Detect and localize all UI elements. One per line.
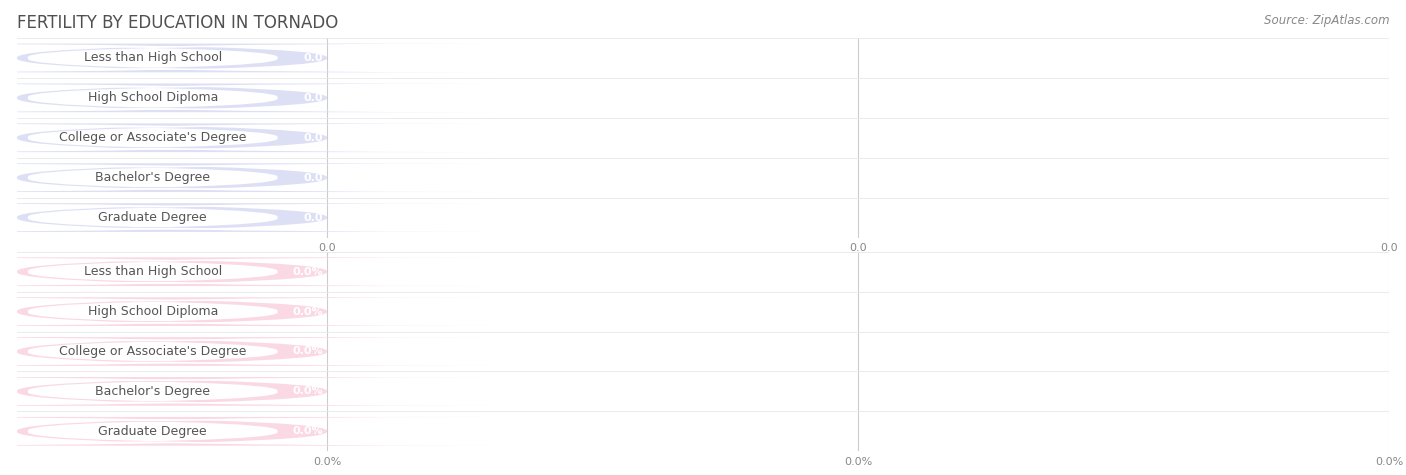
Text: Less than High School: Less than High School (83, 265, 222, 278)
FancyBboxPatch shape (0, 297, 498, 326)
Text: College or Associate's Degree: College or Associate's Degree (59, 345, 246, 358)
FancyBboxPatch shape (0, 203, 498, 232)
FancyBboxPatch shape (0, 124, 498, 152)
Text: High School Diploma: High School Diploma (87, 305, 218, 318)
FancyBboxPatch shape (0, 377, 498, 406)
FancyBboxPatch shape (0, 166, 412, 190)
Text: 0.0%: 0.0% (292, 386, 323, 397)
Text: Graduate Degree: Graduate Degree (98, 425, 207, 438)
Text: Source: ZipAtlas.com: Source: ZipAtlas.com (1264, 14, 1389, 27)
FancyBboxPatch shape (0, 126, 412, 150)
Text: Bachelor's Degree: Bachelor's Degree (96, 171, 211, 184)
FancyBboxPatch shape (0, 163, 498, 192)
FancyBboxPatch shape (0, 340, 412, 363)
Text: Less than High School: Less than High School (83, 51, 222, 65)
FancyBboxPatch shape (0, 300, 412, 323)
Text: 0.0: 0.0 (304, 53, 323, 63)
FancyBboxPatch shape (0, 337, 498, 366)
FancyBboxPatch shape (0, 260, 412, 284)
Text: 0.0%: 0.0% (292, 346, 323, 357)
Text: Bachelor's Degree: Bachelor's Degree (96, 385, 211, 398)
Text: High School Diploma: High School Diploma (87, 91, 218, 104)
Text: College or Associate's Degree: College or Associate's Degree (59, 131, 246, 144)
Text: Graduate Degree: Graduate Degree (98, 211, 207, 224)
FancyBboxPatch shape (0, 257, 498, 286)
Text: 0.0%: 0.0% (292, 266, 323, 277)
Text: 0.0%: 0.0% (292, 306, 323, 317)
Text: 0.0: 0.0 (304, 212, 323, 223)
FancyBboxPatch shape (0, 417, 498, 446)
Text: 0.0%: 0.0% (292, 426, 323, 437)
FancyBboxPatch shape (0, 44, 498, 72)
FancyBboxPatch shape (0, 419, 412, 443)
Text: 0.0: 0.0 (304, 93, 323, 103)
Text: 0.0: 0.0 (304, 172, 323, 183)
Text: FERTILITY BY EDUCATION IN TORNADO: FERTILITY BY EDUCATION IN TORNADO (17, 14, 337, 32)
Text: 0.0: 0.0 (304, 133, 323, 143)
FancyBboxPatch shape (0, 380, 412, 403)
FancyBboxPatch shape (0, 84, 498, 112)
FancyBboxPatch shape (0, 206, 412, 229)
FancyBboxPatch shape (0, 86, 412, 110)
FancyBboxPatch shape (0, 46, 412, 70)
